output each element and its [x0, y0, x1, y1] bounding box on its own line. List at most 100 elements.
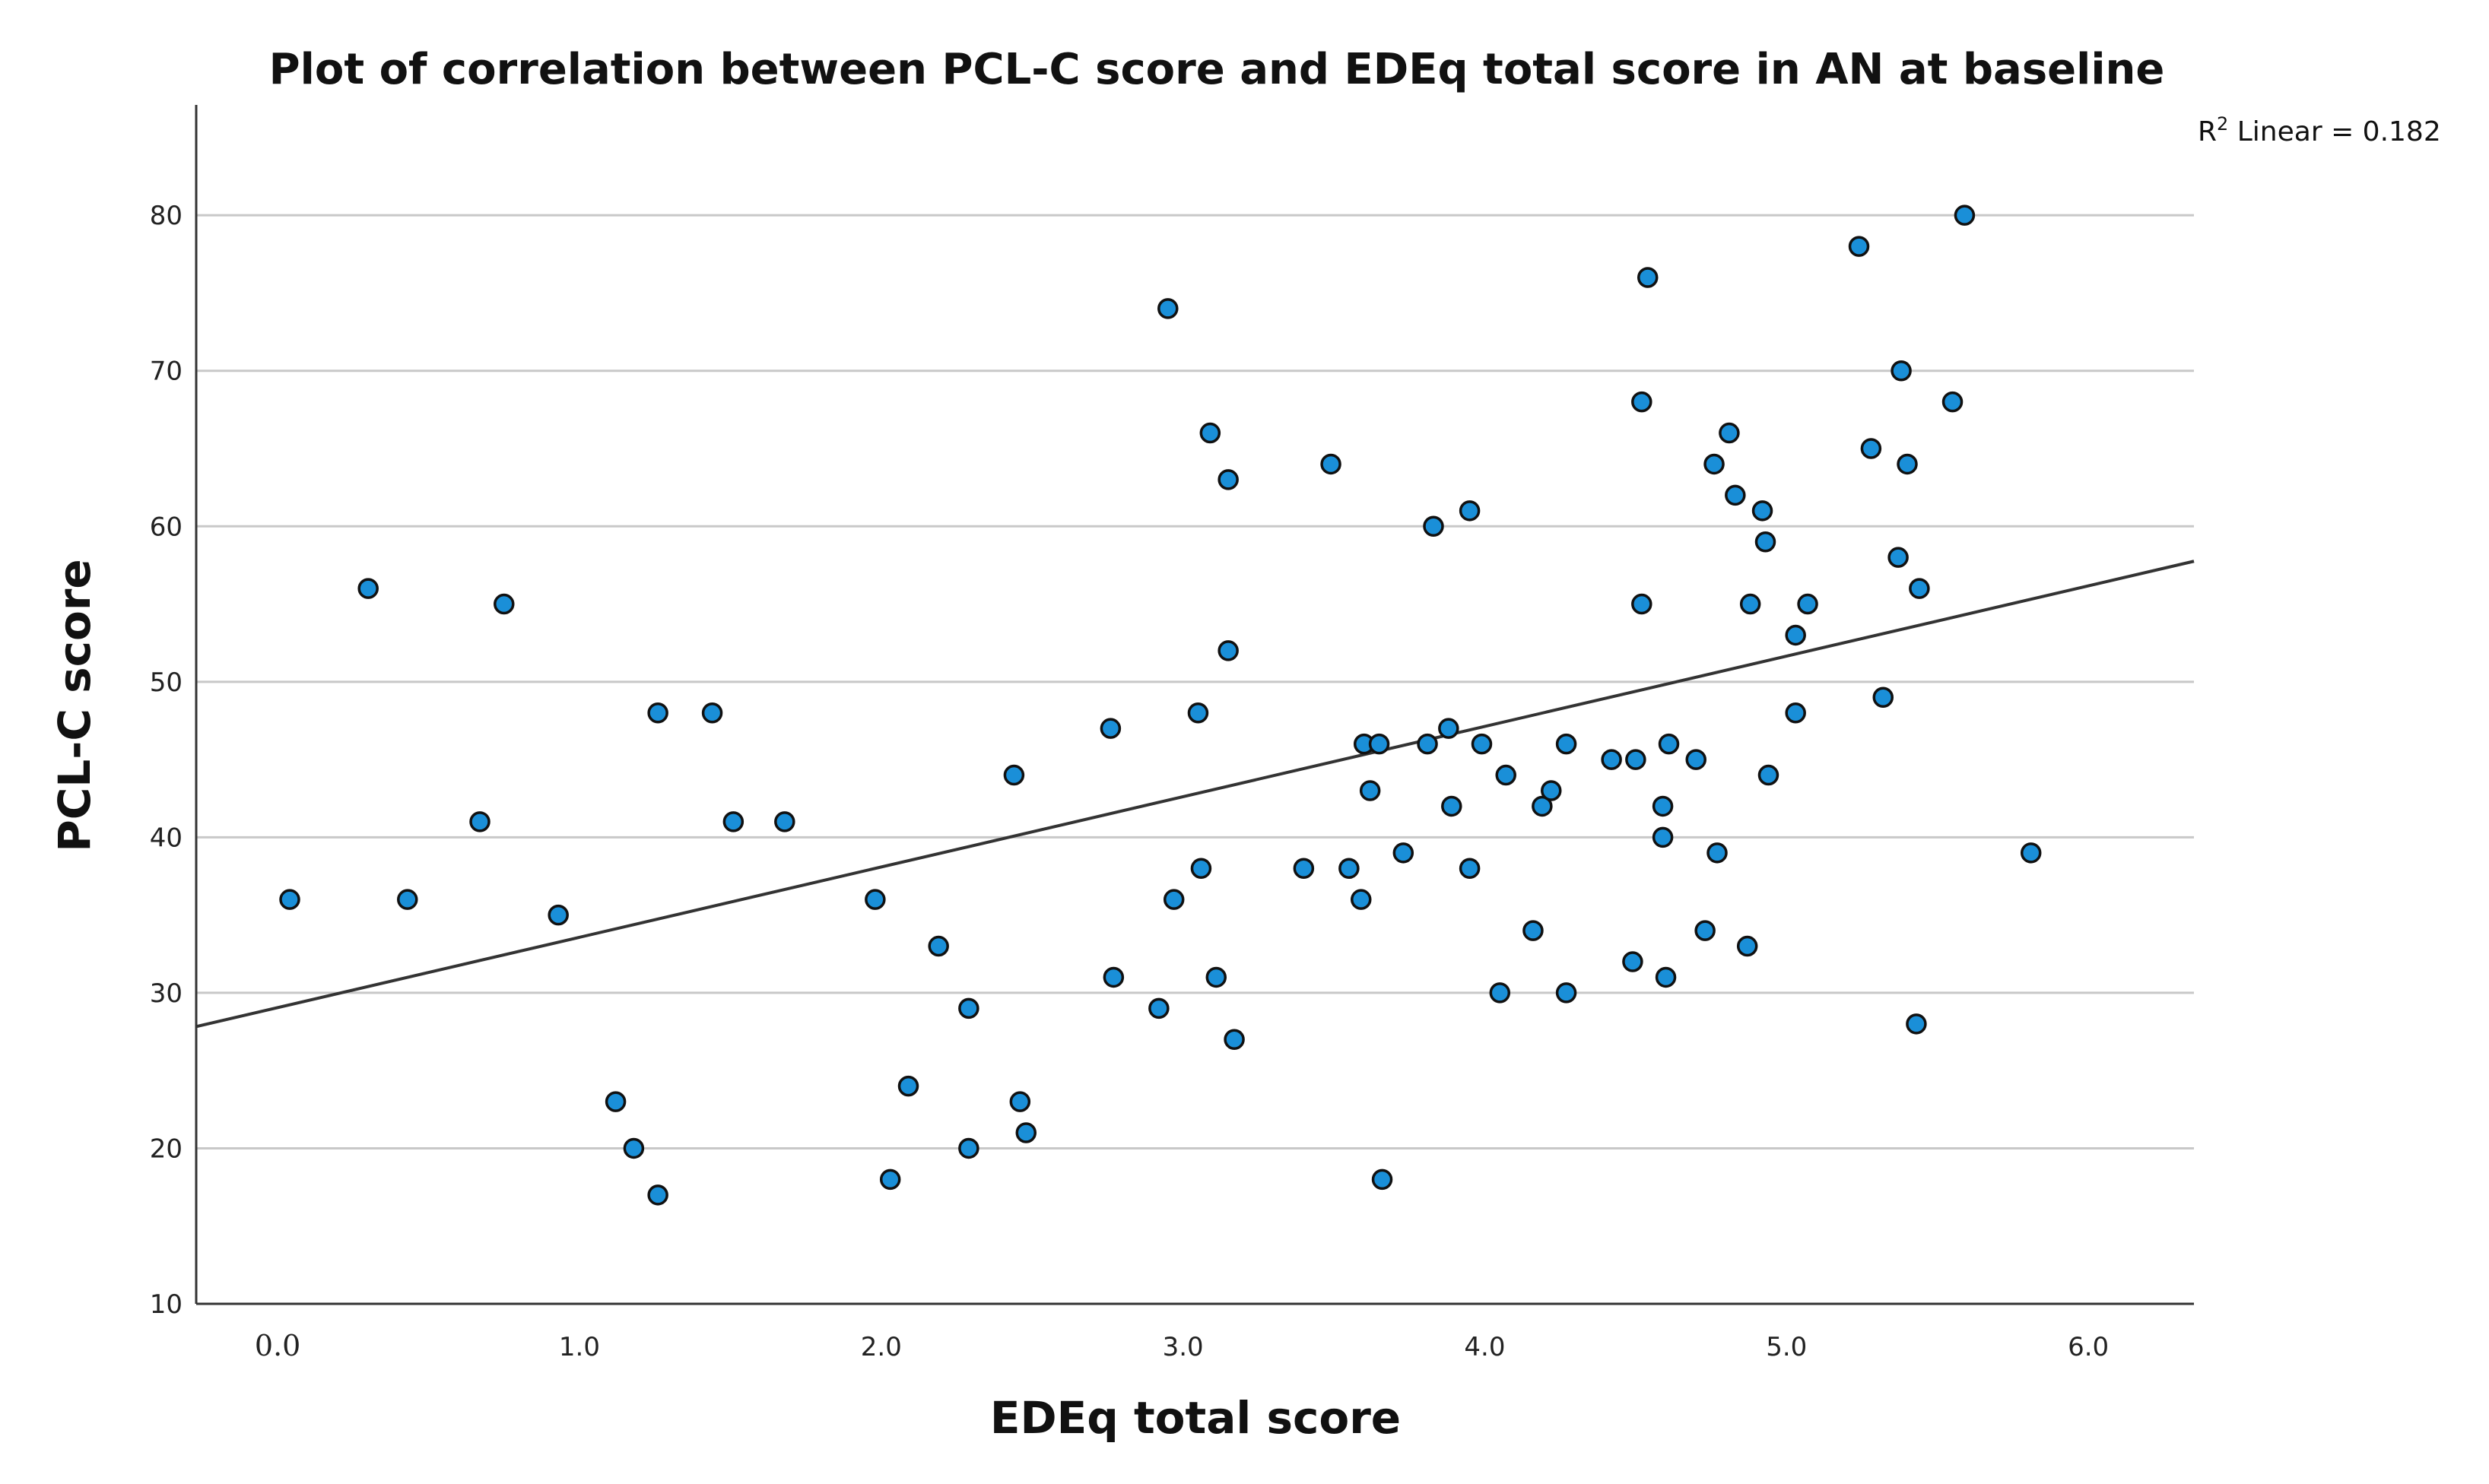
data-point	[2020, 842, 2042, 864]
data-point	[623, 1137, 645, 1159]
data-point	[897, 1075, 919, 1097]
r-squared-value: Linear = 0.182	[2228, 116, 2440, 147]
r-squared-prefix: R	[2198, 116, 2217, 147]
x-tick-label: 1.0	[559, 1332, 600, 1362]
data-point	[605, 1091, 627, 1112]
chart-title: Plot of correlation between PCL-C score …	[269, 45, 2165, 94]
data-point	[1371, 1168, 1393, 1191]
y-tick-label: 30	[150, 978, 183, 1009]
data-point	[1100, 718, 1122, 739]
data-point	[1009, 1091, 1031, 1112]
y-axis-title: PCL-C score	[49, 559, 100, 852]
data-point	[958, 1137, 979, 1159]
x-tick-label: 6.0	[2068, 1332, 2109, 1362]
data-point	[647, 1184, 668, 1206]
data-point	[1897, 453, 1918, 475]
y-tick-label: 80	[150, 201, 183, 231]
data-point	[357, 578, 379, 599]
tick-labels: 10 20 30 40 50 60 70 80 0.0 1.0 2.0 3.0 4.0 5.0 6.0	[150, 201, 2109, 1362]
data-point	[1532, 795, 1553, 817]
x-tick-label: 4.0	[1464, 1332, 1505, 1362]
data-point	[1757, 764, 1779, 786]
data-point	[1625, 749, 1646, 770]
data-point	[722, 811, 744, 832]
data-point	[1163, 889, 1185, 910]
data-point	[1459, 858, 1481, 880]
data-point	[1631, 391, 1652, 413]
data-point	[1725, 484, 1746, 506]
data-point	[279, 889, 300, 910]
data-point	[1739, 593, 1761, 615]
data-point	[1751, 500, 1773, 522]
data-point	[1495, 764, 1516, 786]
data-point	[1622, 951, 1643, 972]
data-point	[647, 702, 668, 724]
data-point	[1199, 422, 1221, 444]
data-point	[1785, 624, 1806, 646]
data-point	[1655, 966, 1677, 988]
data-point	[397, 889, 418, 910]
data-point	[701, 702, 723, 724]
data-point	[958, 997, 979, 1019]
data-point	[1218, 640, 1239, 661]
data-point	[1522, 920, 1544, 941]
data-point	[928, 935, 949, 957]
axes	[195, 105, 2194, 1305]
data-point	[1157, 298, 1179, 319]
data-point	[548, 904, 569, 926]
data-point	[1719, 422, 1740, 444]
data-point	[1652, 826, 1674, 848]
data-point	[1631, 593, 1652, 615]
y-tick-label: 10	[150, 1289, 183, 1320]
data-point	[1652, 795, 1674, 817]
data-point	[1190, 858, 1212, 880]
data-point	[1293, 858, 1315, 880]
data-point	[1706, 842, 1728, 864]
data-point	[879, 1168, 901, 1191]
data-point	[1359, 780, 1381, 801]
data-point	[1848, 236, 1870, 257]
data-point	[1887, 547, 1909, 568]
data-point	[1459, 500, 1481, 522]
data-point	[774, 811, 795, 832]
data-point	[1489, 982, 1511, 1004]
data-point	[1338, 858, 1360, 880]
data-point	[1003, 764, 1025, 786]
data-point	[1891, 360, 1912, 382]
gridlines	[196, 214, 2194, 1149]
x-tick-label: 5.0	[1766, 1332, 1807, 1362]
data-point	[1541, 780, 1562, 801]
data-point	[1703, 453, 1725, 475]
data-point	[1423, 515, 1444, 537]
data-point	[1015, 1122, 1037, 1143]
data-point	[1441, 795, 1462, 817]
x-tick-label: 2.0	[861, 1332, 902, 1362]
y-tick-label: 50	[150, 667, 183, 698]
y-tick-label: 40	[150, 823, 183, 853]
data-point	[1694, 920, 1716, 941]
data-point	[1438, 718, 1459, 739]
linear-fit-line	[195, 560, 2195, 1029]
data-point	[1909, 578, 1930, 599]
data-point	[1797, 593, 1818, 615]
data-point	[1392, 842, 1414, 864]
data-point	[1754, 531, 1776, 553]
data-point	[865, 889, 886, 910]
data-point	[1941, 391, 1964, 413]
data-point	[1471, 733, 1493, 755]
y-tick-label: 20	[150, 1134, 183, 1164]
y-tick-label: 60	[150, 512, 183, 542]
data-point	[1906, 1013, 1927, 1035]
data-point	[1351, 889, 1372, 910]
data-point	[1872, 687, 1894, 709]
data-point	[1601, 749, 1622, 770]
data-points	[279, 205, 2042, 1206]
data-point	[1148, 997, 1170, 1019]
data-point	[1320, 453, 1341, 475]
data-point	[1103, 966, 1125, 988]
data-point	[1555, 733, 1577, 755]
data-point	[469, 811, 490, 832]
data-point	[1685, 749, 1706, 770]
x-axis-title: EDEq total score	[990, 1392, 1401, 1444]
